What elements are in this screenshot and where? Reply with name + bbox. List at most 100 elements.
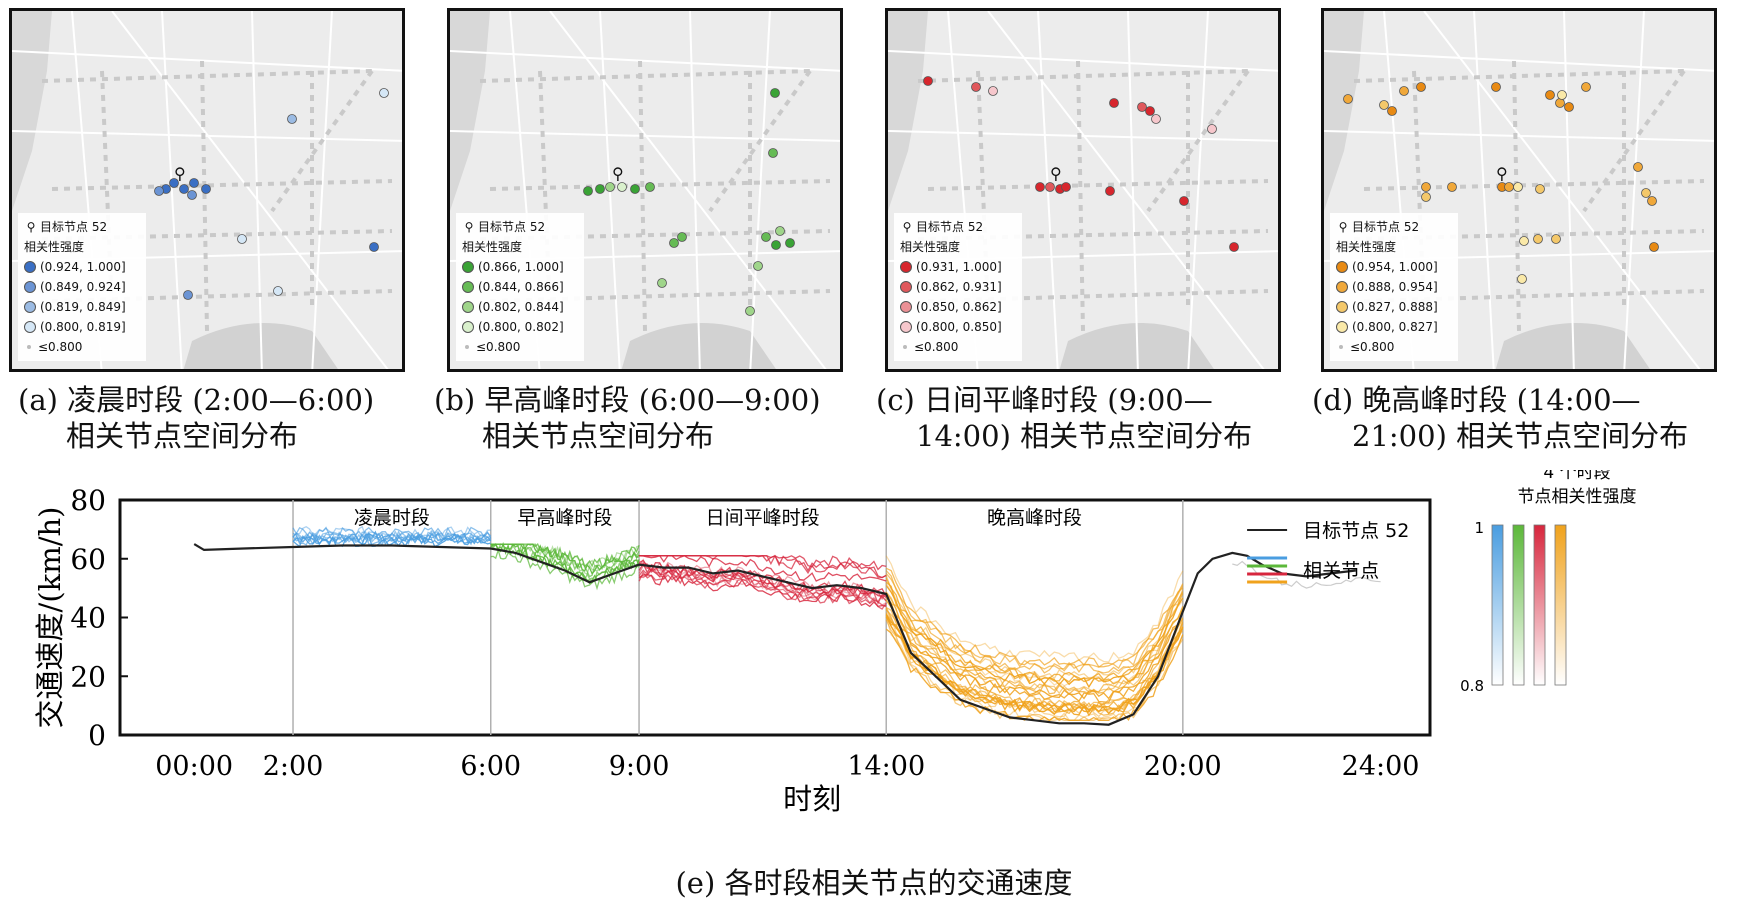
caption-line2: 相关节点空间分布 — [482, 419, 715, 453]
legend-dot — [462, 321, 474, 333]
related-node-dot — [1421, 182, 1431, 192]
legend-dot — [462, 281, 474, 293]
related-node-dot — [1517, 274, 1527, 284]
related-node-dot — [583, 186, 593, 196]
legend-dot — [24, 301, 36, 313]
legend-small-dot — [465, 345, 469, 349]
map-legend: ⚲ 目标节点 52 相关性强度 (0.866, 1.000] (0.844, 0.866… — [456, 213, 584, 361]
related-node-dot — [923, 76, 933, 86]
map-panel-c: ⚲ ⚲ 目标节点 52 相关性强度 (0.931, 1.000] (0.862, 0.93… — [885, 8, 1281, 372]
related-node-line — [638, 571, 887, 610]
related-node-dot — [1533, 234, 1543, 244]
related-node-line — [490, 543, 640, 568]
location-pin-icon: ⚲ — [1338, 220, 1348, 234]
related-node-dot — [1343, 94, 1353, 104]
related-node-dot — [1109, 98, 1119, 108]
legend-low: ≤0.800 — [476, 340, 521, 354]
related-node-dot — [1387, 106, 1397, 116]
related-node-dot — [1061, 182, 1071, 192]
legend-subtitle: 相关性强度 — [24, 240, 85, 254]
x-tick-label: 9:00 — [609, 751, 670, 782]
legend-dot — [1336, 321, 1348, 333]
related-node-dot — [605, 182, 615, 192]
intensity-color-bar — [1491, 524, 1504, 686]
related-node-line — [885, 619, 1184, 722]
target-node-pin-icon: ⚲ — [612, 164, 624, 183]
related-node-dot — [1649, 242, 1659, 252]
related-node-dot — [669, 238, 679, 248]
related-node-dot — [379, 88, 389, 98]
intensity-min-label: 0.8 — [1460, 677, 1484, 695]
target-node-pin-icon: ⚲ — [174, 164, 186, 183]
related-node-line — [885, 599, 1184, 703]
related-node-line — [885, 616, 1184, 717]
related-node-dot — [1504, 182, 1514, 192]
legend-dot — [1336, 301, 1348, 313]
period-label: 晚高峰时段 — [987, 507, 1082, 529]
related-node-dot — [201, 184, 211, 194]
legend-range: (0.849, 0.924] — [40, 280, 126, 294]
legend-range: (0.862, 0.931] — [916, 280, 1002, 294]
y-tick-label: 0 — [88, 719, 106, 752]
legend-range: (0.827, 0.888] — [1352, 300, 1438, 314]
legend-range: (0.800, 0.819] — [40, 320, 126, 334]
intensity-color-bar — [1533, 524, 1546, 686]
legend-dot — [900, 301, 912, 313]
related-node-line — [490, 542, 640, 582]
location-pin-icon: ⚲ — [902, 220, 912, 234]
related-node-line — [639, 555, 887, 571]
related-node-line — [885, 577, 1184, 683]
related-node-line — [885, 592, 1184, 695]
period-label: 凌晨时段 — [354, 507, 430, 529]
map-panel-b: ⚲ ⚲ 目标节点 52 相关性强度 (0.866, 1.000] (0.844, 0.86… — [447, 8, 843, 372]
map-background: ⚲ — [888, 11, 1278, 369]
related-node-dot — [1535, 184, 1545, 194]
legend-range: (0.819, 0.849] — [40, 300, 126, 314]
related-node-dot — [1513, 182, 1523, 192]
intensity-color-bar — [1554, 524, 1567, 686]
map-panel-d: ⚲ ⚲ 目标节点 52 相关性强度 (0.954, 1.000] (0.888, 0.95… — [1321, 8, 1717, 372]
related-node-dot — [1151, 114, 1161, 124]
x-tick-label: 00:00 — [155, 751, 233, 782]
related-node-line — [490, 547, 640, 591]
related-node-line — [885, 567, 1184, 668]
related-node-line — [639, 555, 887, 582]
related-node-dot — [768, 148, 778, 158]
related-node-dot — [1633, 162, 1643, 172]
legend-dot — [900, 281, 912, 293]
caption-line1: (a) 凌晨时段 (2:00—6:00) — [18, 383, 375, 417]
map-background: ⚲ — [1324, 11, 1714, 369]
legend-title: 目标节点 52 — [1352, 220, 1420, 234]
related-node-dot — [1421, 192, 1431, 202]
legend-range: (0.888, 0.954] — [1352, 280, 1438, 294]
map-panel-a: ⚲ ⚲ 目标节点 52 相关性强度 (0.924, 1.000] (0.849, 0.92… — [9, 8, 405, 372]
legend-dot — [1336, 261, 1348, 273]
legend-title: 目标节点 52 — [916, 220, 984, 234]
panel-caption-b: (b) 早高峰时段 (6:00—9:00) 相关节点空间分布 — [434, 382, 821, 454]
legend-dot — [24, 281, 36, 293]
legend-dot — [900, 321, 912, 333]
related-node-dot — [287, 114, 297, 124]
related-node-line — [885, 597, 1184, 700]
related-node-line — [638, 559, 887, 597]
intensity-title-line2: 节点相关性强度 — [1518, 487, 1637, 507]
related-node-line — [885, 592, 1184, 693]
intensity-color-bar — [1512, 524, 1525, 686]
caption-line2: 14:00) 相关节点空间分布 — [916, 419, 1253, 453]
related-node-dot — [369, 242, 379, 252]
related-node-dot — [273, 286, 283, 296]
related-node-dot — [237, 234, 247, 244]
legend-small-dot — [1339, 345, 1343, 349]
legend-small-dot — [27, 345, 31, 349]
related-node-dot — [187, 190, 197, 200]
related-node-dot — [1641, 188, 1651, 198]
related-node-dot — [745, 306, 755, 316]
map-legend: ⚲ 目标节点 52 相关性强度 (0.924, 1.000] (0.849, 0.924… — [18, 213, 146, 361]
related-node-line — [638, 562, 887, 601]
related-node-dot — [1179, 196, 1189, 206]
related-node-line — [885, 591, 1184, 695]
related-node-dot — [775, 226, 785, 236]
related-node-dot — [179, 184, 189, 194]
legend-subtitle: 相关性强度 — [900, 240, 961, 254]
y-tick-label: 80 — [70, 484, 106, 517]
